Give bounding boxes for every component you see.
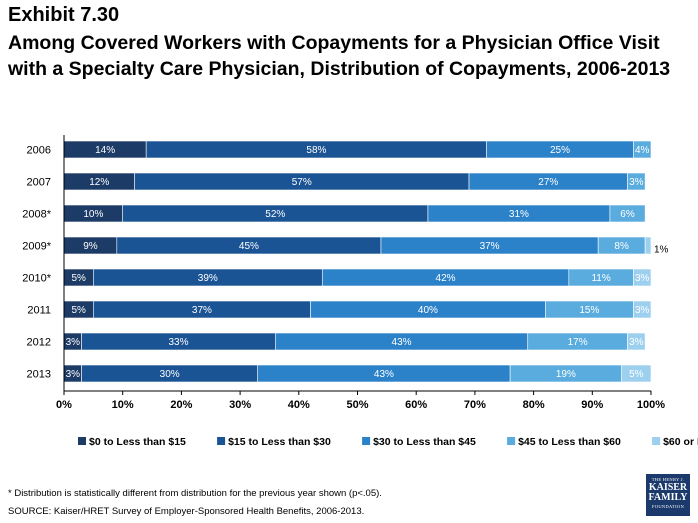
data-label: 52% [265,209,285,220]
data-label: 37% [192,305,212,316]
y-tick-label: 2013 [27,369,51,381]
legend-swatch [78,437,86,445]
legend-label: $30 to Less than $45 [373,436,476,448]
logo-line-1: THE HENRY J. [651,477,685,482]
data-label: 3% [629,177,644,188]
data-label: 27% [538,177,558,188]
data-label: 5% [71,273,86,284]
bar-segment [633,268,652,287]
y-tick-label: 2010* [22,273,51,285]
data-label: 58% [306,145,326,156]
data-label: 14% [95,145,115,156]
x-tick-label: 30% [229,399,251,411]
legend-label: $60 or More [663,436,698,448]
data-label: 17% [568,337,588,348]
x-tick-label: 70% [464,399,486,411]
data-label: 3% [635,273,650,284]
x-tick-label: 20% [170,399,192,411]
x-tick-label: 50% [346,399,368,411]
x-tick-label: 80% [523,399,545,411]
y-tick-label: 2011 [27,305,51,317]
bar-segment [627,172,646,191]
data-label: 42% [436,273,456,284]
x-tick-label: 0% [56,399,72,411]
data-label: 8% [614,241,629,252]
bar-segment [633,300,652,319]
logo-line-2: KAISER [648,482,688,493]
y-tick-label: 2012 [27,337,51,349]
logo-line-4: FOUNDATION [652,504,684,509]
stacked-bar-chart: 2006 14% 58% 25% 4% 2007 12% 57% 27% 3% 2008* 10% 52… [22,135,698,448]
data-label: 6% [620,209,635,220]
x-tick-label: 10% [112,399,134,411]
data-label: 5% [71,305,86,316]
data-label: 25% [550,145,570,156]
data-label: 30% [160,369,180,380]
data-label: 3% [66,369,81,380]
footnote: * Distribution is statistically differen… [8,488,382,499]
data-label: 1% [654,245,669,256]
legend-swatch [507,437,516,445]
bar-segment [609,204,646,223]
data-label: 5% [629,369,644,380]
legend-swatch [362,437,371,445]
source-note: SOURCE: Kaiser/HRET Survey of Employer-S… [8,506,365,517]
data-label: 39% [198,273,218,284]
bar-segment [633,140,652,159]
data-label: 3% [635,305,650,316]
y-tick-label: 2009* [22,241,51,253]
exhibit-number: Exhibit 7.30 [8,4,120,26]
y-tick-label: 2007 [27,177,51,189]
x-tick-label: 90% [581,399,603,411]
data-label: 15% [579,305,599,316]
data-label: 3% [629,337,644,348]
x-tick-label: 100% [637,399,665,411]
bar-segment [621,364,652,383]
x-tick-label: 60% [405,399,427,411]
y-tick-label: 2006 [27,145,51,157]
x-tick-label: 40% [288,399,310,411]
data-label: 45% [239,241,259,252]
data-label: 9% [83,241,98,252]
legend-swatch [217,437,226,445]
data-label: 10% [83,209,103,220]
legend-label: $0 to Less than $15 [89,436,186,448]
data-label: 19% [556,369,576,380]
data-label: 43% [392,337,412,348]
data-label: 43% [374,369,394,380]
logo-line-3: FAMILY [648,492,688,503]
chart-title: Among Covered Workers with Copayments fo… [8,32,671,80]
data-label: 4% [635,145,650,156]
data-label: 40% [418,305,438,316]
data-label: 37% [480,241,500,252]
y-tick-label: 2008* [22,209,51,221]
legend-swatch [652,437,661,445]
bar-segment [627,332,646,351]
data-label: 3% [66,337,81,348]
data-label: 11% [591,273,610,284]
kff-logo: THE HENRY J. KAISER FAMILY FOUNDATION [646,474,690,516]
legend-label: $45 to Less than $60 [518,436,621,448]
data-label: 31% [509,209,529,220]
data-label: 12% [89,177,109,188]
data-label: 33% [168,337,188,348]
data-label: 57% [292,177,312,188]
bar-segment [644,236,652,255]
legend-label: $15 to Less than $30 [228,436,331,448]
